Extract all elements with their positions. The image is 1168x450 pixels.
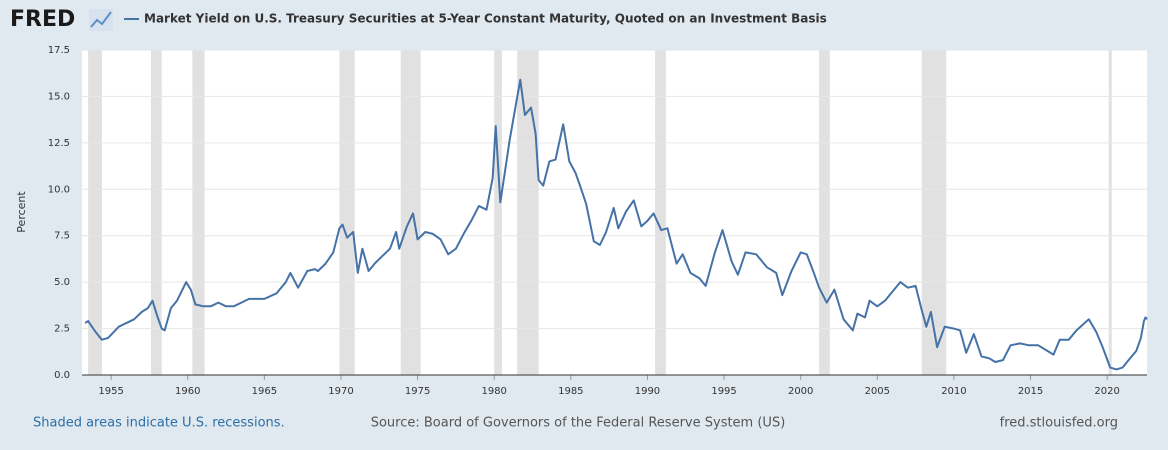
recession-band: [921, 50, 947, 375]
recession-band: [819, 50, 830, 375]
x-tick-label: 1965: [252, 386, 277, 397]
y-tick-label: 12.5: [48, 138, 70, 149]
x-tick-label: 1995: [711, 386, 736, 397]
x-tick-label: 2015: [1018, 386, 1043, 397]
source: Source: Board of Governors of the Federa…: [371, 416, 786, 431]
recession-band: [494, 50, 502, 375]
logo: FRED: [10, 7, 75, 32]
y-tick-label: 0.0: [54, 370, 70, 381]
x-tick-label: 1970: [328, 386, 353, 397]
y-tick-label: 2.5: [54, 324, 70, 335]
recession-note: Shaded areas indicate U.S. recessions.: [33, 416, 285, 431]
chart-title: Market Yield on U.S. Treasury Securities…: [144, 12, 827, 26]
series-line: [84, 78, 1148, 371]
x-tick-label: 1980: [481, 386, 506, 397]
y-tick-label: 17.5: [48, 45, 70, 56]
y-tick-label: 15.0: [48, 91, 70, 102]
recession-band: [517, 50, 539, 375]
x-tick-label: 1955: [98, 386, 123, 397]
y-tick-label: 5.0: [54, 277, 70, 288]
x-tick-label: 1975: [405, 386, 430, 397]
x-tick-label: 1990: [635, 386, 660, 397]
recession-band: [339, 50, 355, 375]
recession-band: [150, 50, 162, 375]
recession-band: [88, 50, 102, 375]
x-tick-label: 2020: [1094, 386, 1119, 397]
recession-band: [1108, 50, 1112, 375]
x-tick-label: 2005: [865, 386, 890, 397]
recession-band: [655, 50, 666, 375]
y-tick-label: 7.5: [54, 231, 70, 242]
x-tick-label: 1960: [175, 386, 200, 397]
y-axis-label: Percent: [15, 191, 28, 233]
url: fred.stlouisfed.org: [1000, 416, 1118, 431]
x-tick-label: 1985: [558, 386, 583, 397]
x-tick-label: 2010: [941, 386, 966, 397]
y-tick-label: 10.0: [48, 184, 70, 195]
x-tick-label: 2000: [788, 386, 813, 397]
logo-icon-line: [90, 11, 112, 28]
logo-icon: [89, 9, 113, 31]
recession-band: [192, 50, 205, 375]
recession-band: [400, 50, 421, 375]
